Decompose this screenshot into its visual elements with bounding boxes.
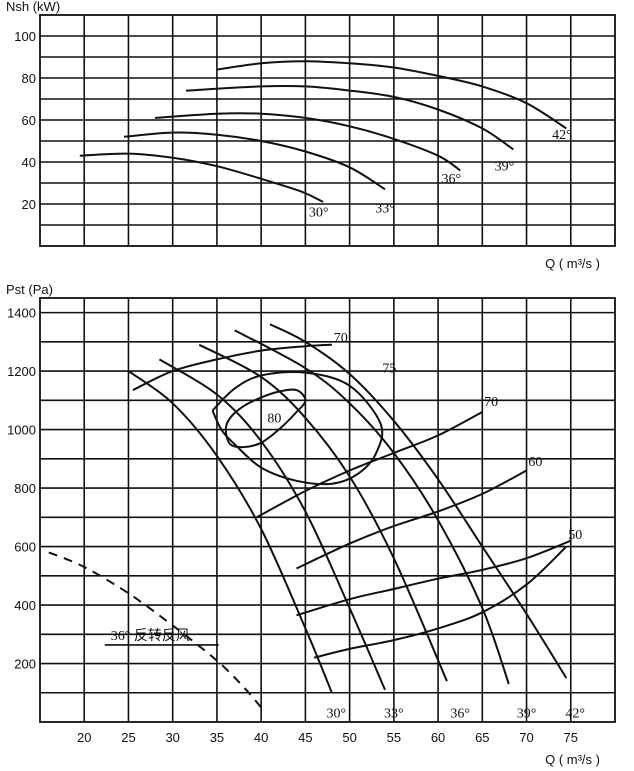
power-chart-labels: 20 40 60 80 100 30° 33° 36° 39° 42° xyxy=(14,29,571,221)
pressure-curve-42deg xyxy=(269,323,568,679)
power-curve-30deg xyxy=(79,152,324,203)
efficiency-curve-75-1 xyxy=(211,370,384,486)
pressure-x-tick-label: 75 xyxy=(564,730,578,745)
power-chart-grid xyxy=(39,14,616,247)
pressure-chart-panel: 200 400 600 800 1000 1200 1400 20 25 30 35 40 45 50 55… xyxy=(6,282,616,767)
efficiency-curve-70-2 xyxy=(132,343,332,391)
pressure-curve-36deg xyxy=(198,343,448,682)
efficiency-curve-60-4 xyxy=(296,469,527,570)
pressure-y-axis-label: Pst (Pa) xyxy=(6,282,53,297)
efficiency-label-60: 60 xyxy=(528,455,542,470)
pressure-y-tick-label: 1200 xyxy=(7,364,36,379)
efficiency-curve-80-0 xyxy=(224,388,307,449)
power-chart-curves xyxy=(79,60,567,203)
power-chart-panel: 20 40 60 80 100 30° 33° 36° 39° 42° Nsh (kW) Q ( … xyxy=(6,0,616,271)
pressure-curve-label-33deg: 33° xyxy=(384,707,404,722)
power-y-axis-label: Nsh (kW) xyxy=(6,0,60,14)
power-curve-33deg xyxy=(123,131,386,191)
pressure-curve-label-36deg: 36° xyxy=(450,707,470,722)
pressure-x-tick-label: 60 xyxy=(431,730,445,745)
pressure-chart-grid xyxy=(39,297,616,723)
pressure-y-tick-label: 200 xyxy=(14,657,36,672)
pressure-x-tick-label: 55 xyxy=(387,730,401,745)
reverse-wind-curve xyxy=(48,551,262,709)
pressure-chart-labels: 200 400 600 800 1000 1200 1400 20 25 30 35 40 45 50 55… xyxy=(7,306,585,745)
power-plot-frame xyxy=(39,14,616,247)
pressure-y-tick-label: 1400 xyxy=(7,306,36,321)
pressure-curve-30deg xyxy=(127,370,333,694)
pressure-x-tick-label: 25 xyxy=(121,730,135,745)
power-curve-label-39deg: 39° xyxy=(495,159,515,174)
pressure-curve-label-30deg: 30° xyxy=(327,707,347,722)
pressure-y-tick-label: 400 xyxy=(14,598,36,613)
reverse-wind-label: 36° 反转反风 xyxy=(111,628,190,644)
pressure-x-tick-label: 70 xyxy=(519,730,533,745)
pressure-x-axis-label: Q ( m³/s ) xyxy=(545,752,600,767)
efficiency-curve-70-3 xyxy=(256,411,483,519)
efficiency-curve-unlabeled-6 xyxy=(313,545,567,659)
power-y-tick-label: 20 xyxy=(22,197,36,212)
power-curve-label-42deg: 42° xyxy=(552,128,572,143)
efficiency-label-50: 50 xyxy=(568,528,582,543)
power-curve-39deg xyxy=(185,84,514,151)
power-curve-36deg xyxy=(154,112,461,172)
power-curve-42deg xyxy=(216,60,567,130)
power-y-tick-label: 40 xyxy=(22,155,36,170)
power-y-tick-label: 100 xyxy=(14,29,36,44)
efficiency-label-70: 70 xyxy=(334,331,348,346)
pressure-x-tick-label: 50 xyxy=(342,730,356,745)
pressure-curve-label-39deg: 39° xyxy=(517,707,537,722)
pressure-x-tick-label: 45 xyxy=(298,730,312,745)
pressure-y-tick-label: 1000 xyxy=(7,423,36,438)
pressure-curve-label-42deg: 42° xyxy=(565,707,585,722)
pressure-x-tick-label: 40 xyxy=(254,730,268,745)
pressure-y-tick-label: 600 xyxy=(14,540,36,555)
pressure-y-tick-label: 800 xyxy=(14,481,36,496)
pressure-plot-frame xyxy=(39,297,616,723)
power-curve-label-33deg: 33° xyxy=(375,201,395,216)
power-y-tick-label: 80 xyxy=(22,71,36,86)
pressure-x-tick-label: 35 xyxy=(210,730,224,745)
pressure-x-tick-label: 20 xyxy=(77,730,91,745)
efficiency-label-75: 75 xyxy=(382,362,396,377)
pressure-x-tick-label: 30 xyxy=(165,730,179,745)
power-x-axis-label: Q ( m³/s ) xyxy=(545,256,600,271)
efficiency-label-80: 80 xyxy=(267,411,281,426)
pressure-curve-33deg xyxy=(158,358,386,691)
pressure-chart-curves xyxy=(48,323,572,709)
power-curve-label-36deg: 36° xyxy=(442,172,462,187)
power-curve-label-30deg: 30° xyxy=(309,206,329,221)
efficiency-label-70: 70 xyxy=(484,395,498,410)
pressure-x-tick-label: 65 xyxy=(475,730,489,745)
efficiency-curve-50-5 xyxy=(296,539,572,617)
power-y-tick-label: 60 xyxy=(22,113,36,128)
